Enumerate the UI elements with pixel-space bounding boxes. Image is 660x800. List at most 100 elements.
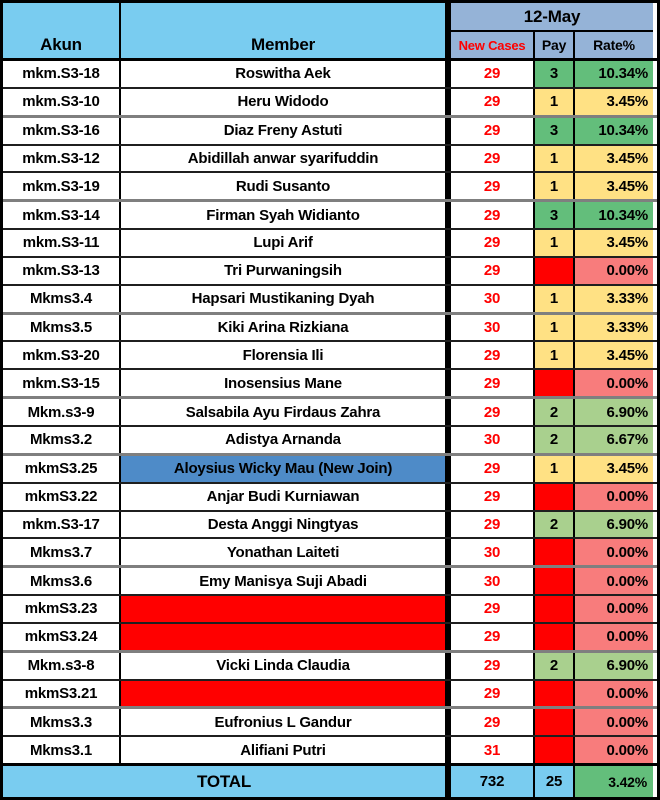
member-cell[interactable]: Lupi Arif xyxy=(121,230,451,256)
column-header-pay[interactable]: Pay xyxy=(535,32,575,58)
rate-cell[interactable]: 6.67% xyxy=(575,426,653,453)
akun-cell[interactable]: mkm.S3-13 xyxy=(3,257,121,284)
rate-cell[interactable]: 0.00% xyxy=(575,539,653,566)
member-cell[interactable]: Alifiani Putri xyxy=(121,737,451,764)
akun-cell[interactable]: mkm.S3-17 xyxy=(3,511,121,538)
column-header-new-cases[interactable]: New Cases xyxy=(451,32,535,58)
pay-cell[interactable] xyxy=(535,257,575,284)
pay-cell[interactable] xyxy=(535,623,575,650)
pay-cell[interactable]: 1 xyxy=(535,230,575,256)
rate-cell[interactable]: 3.33% xyxy=(575,285,653,312)
member-cell[interactable]: Anjar Budi Kurniawan xyxy=(121,483,451,510)
member-cell[interactable] xyxy=(121,596,451,622)
pay-cell[interactable]: 2 xyxy=(535,652,575,679)
rate-cell[interactable]: 0.00% xyxy=(575,257,653,284)
rate-cell[interactable]: 0.00% xyxy=(575,596,653,622)
pay-cell[interactable]: 1 xyxy=(535,314,575,341)
rate-cell[interactable]: 10.34% xyxy=(575,117,653,144)
total-rate-cell[interactable]: 3.42% xyxy=(575,766,653,797)
akun-cell[interactable]: mkmS3.25 xyxy=(3,455,121,482)
new-cases-cell[interactable]: 30 xyxy=(451,426,535,453)
member-cell[interactable]: Adistya Arnanda xyxy=(121,426,451,453)
new-cases-cell[interactable]: 29 xyxy=(451,596,535,622)
pay-cell[interactable] xyxy=(535,568,575,595)
akun-cell[interactable]: Mkms3.2 xyxy=(3,426,121,453)
total-label-cell[interactable]: TOTAL xyxy=(3,766,451,797)
rate-cell[interactable]: 3.33% xyxy=(575,314,653,341)
new-cases-cell[interactable]: 29 xyxy=(451,483,535,510)
new-cases-cell[interactable]: 29 xyxy=(451,230,535,256)
new-cases-cell[interactable]: 29 xyxy=(451,61,535,87)
rate-cell[interactable]: 0.00% xyxy=(575,370,653,397)
member-cell[interactable]: Kiki Arina Rizkiana xyxy=(121,314,451,341)
member-cell[interactable]: Tri Purwaningsih xyxy=(121,257,451,284)
member-cell[interactable] xyxy=(121,623,451,650)
pay-cell[interactable]: 2 xyxy=(535,426,575,453)
new-cases-cell[interactable]: 29 xyxy=(451,455,535,482)
pay-cell[interactable]: 2 xyxy=(535,399,575,425)
akun-cell[interactable]: mkm.S3-18 xyxy=(3,61,121,87)
pay-cell[interactable]: 3 xyxy=(535,61,575,87)
new-cases-cell[interactable]: 30 xyxy=(451,568,535,595)
rate-cell[interactable]: 0.00% xyxy=(575,737,653,764)
pay-cell[interactable] xyxy=(535,483,575,510)
member-cell[interactable]: Heru Widodo xyxy=(121,88,451,115)
member-cell[interactable]: Yonathan Laiteti xyxy=(121,539,451,566)
member-cell[interactable]: Abidillah anwar syarifuddin xyxy=(121,145,451,172)
new-cases-cell[interactable]: 31 xyxy=(451,737,535,764)
new-cases-cell[interactable]: 29 xyxy=(451,173,535,200)
new-cases-cell[interactable]: 29 xyxy=(451,680,535,707)
pay-cell[interactable]: 1 xyxy=(535,342,575,369)
new-cases-cell[interactable]: 30 xyxy=(451,314,535,341)
new-cases-cell[interactable]: 29 xyxy=(451,623,535,650)
member-cell[interactable] xyxy=(121,680,451,707)
akun-cell[interactable]: mkm.S3-16 xyxy=(3,117,121,144)
pay-cell[interactable] xyxy=(535,596,575,622)
new-cases-cell[interactable]: 30 xyxy=(451,285,535,312)
pay-cell[interactable] xyxy=(535,737,575,764)
pay-cell[interactable]: 1 xyxy=(535,145,575,172)
rate-cell[interactable]: 0.00% xyxy=(575,483,653,510)
member-cell[interactable]: Desta Anggi Ningtyas xyxy=(121,511,451,538)
member-cell[interactable]: Eufronius L Gandur xyxy=(121,709,451,736)
member-cell[interactable]: Diaz Freny Astuti xyxy=(121,117,451,144)
new-cases-cell[interactable]: 29 xyxy=(451,342,535,369)
pay-cell[interactable]: 1 xyxy=(535,285,575,312)
pay-cell[interactable]: 1 xyxy=(535,88,575,115)
pay-cell[interactable]: 2 xyxy=(535,511,575,538)
rate-cell[interactable]: 10.34% xyxy=(575,202,653,229)
rate-cell[interactable]: 0.00% xyxy=(575,568,653,595)
pay-cell[interactable] xyxy=(535,539,575,566)
member-cell[interactable]: Vicki Linda Claudia xyxy=(121,652,451,679)
member-cell[interactable]: Roswitha Aek xyxy=(121,61,451,87)
member-cell[interactable]: Salsabila Ayu Firdaus Zahra xyxy=(121,399,451,425)
pay-cell[interactable]: 1 xyxy=(535,173,575,200)
total-pay-cell[interactable]: 25 xyxy=(535,766,575,797)
pay-cell[interactable]: 3 xyxy=(535,202,575,229)
column-header-member[interactable]: Member xyxy=(121,3,451,58)
new-cases-cell[interactable]: 29 xyxy=(451,370,535,397)
new-cases-cell[interactable]: 29 xyxy=(451,202,535,229)
akun-cell[interactable]: Mkms3.4 xyxy=(3,285,121,312)
akun-cell[interactable]: Mkms3.7 xyxy=(3,539,121,566)
new-cases-cell[interactable]: 29 xyxy=(451,88,535,115)
akun-cell[interactable]: mkm.S3-20 xyxy=(3,342,121,369)
date-header[interactable]: 12-May xyxy=(451,3,653,32)
rate-cell[interactable]: 6.90% xyxy=(575,652,653,679)
column-header-akun[interactable]: Akun xyxy=(3,3,121,58)
member-cell[interactable]: Aloysius Wicky Mau (New Join) xyxy=(121,455,451,482)
rate-cell[interactable]: 6.90% xyxy=(575,511,653,538)
akun-cell[interactable]: mkm.S3-15 xyxy=(3,370,121,397)
rate-cell[interactable]: 10.34% xyxy=(575,61,653,87)
rate-cell[interactable]: 6.90% xyxy=(575,399,653,425)
new-cases-cell[interactable]: 30 xyxy=(451,539,535,566)
member-cell[interactable]: Emy Manisya Suji Abadi xyxy=(121,568,451,595)
new-cases-cell[interactable]: 29 xyxy=(451,709,535,736)
rate-cell[interactable]: 0.00% xyxy=(575,680,653,707)
new-cases-cell[interactable]: 29 xyxy=(451,257,535,284)
akun-cell[interactable]: mkm.S3-14 xyxy=(3,202,121,229)
new-cases-cell[interactable]: 29 xyxy=(451,511,535,538)
new-cases-cell[interactable]: 29 xyxy=(451,652,535,679)
akun-cell[interactable]: Mkms3.6 xyxy=(3,568,121,595)
rate-cell[interactable]: 0.00% xyxy=(575,709,653,736)
